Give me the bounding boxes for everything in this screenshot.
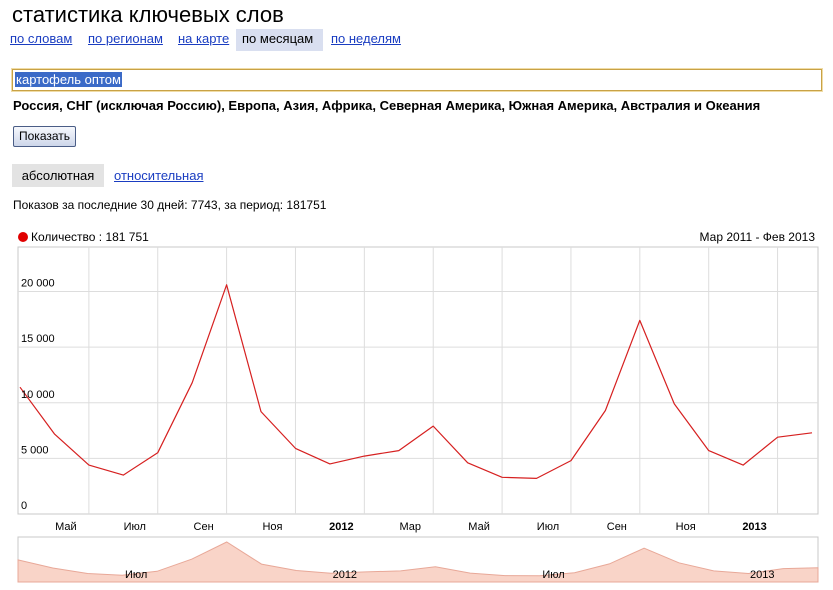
data-point (293, 446, 298, 451)
chart-navigator: Июл 2012 Июл 2013 (17, 536, 819, 583)
chart-grid (17, 246, 819, 515)
data-point (259, 409, 264, 414)
x-tick-label: 2012 (329, 521, 353, 533)
navigator-tick-label: 2013 (750, 569, 774, 581)
data-point (706, 448, 711, 453)
y-tick-label: 20 000 (21, 278, 55, 290)
x-tick-label: Ноя (262, 521, 282, 533)
data-point (775, 435, 780, 440)
legend-label: Количество : 181 751 (31, 230, 149, 244)
navigator-tick-label: Июл (542, 569, 564, 581)
chart-axes: 0 5 000 10 000 15 000 20 000 Май Июл Сен Ноя 2012… (21, 278, 767, 534)
search-input-value: картофель оптом (15, 72, 122, 87)
x-tick-label: Ноя (676, 521, 696, 533)
y-tick-label: 0 (21, 500, 27, 512)
chart-legend[interactable]: Количество : 181 751 (18, 230, 149, 244)
data-point (500, 475, 505, 480)
navigator-tick-label: Июл (125, 569, 147, 581)
data-point (568, 458, 573, 463)
navigator-tick-label: 2012 (333, 569, 357, 581)
data-point (121, 473, 126, 478)
navigator-area (17, 541, 819, 583)
data-point (224, 282, 229, 287)
nav-by-weeks[interactable]: по неделям (331, 31, 401, 46)
data-point (86, 463, 91, 468)
x-tick-label: Май (55, 521, 77, 533)
data-point (190, 380, 195, 385)
page-title: статистика ключевых слов (12, 2, 284, 27)
x-tick-label: Май (468, 521, 490, 533)
chart-series (19, 282, 815, 481)
period-range: Мар 2011 - Фев 2013 (699, 230, 815, 244)
data-point (603, 408, 608, 413)
series-line-количество (19, 284, 813, 479)
legend-marker (18, 232, 28, 242)
x-tick-label: Июл (124, 521, 146, 533)
data-point (396, 448, 401, 453)
plot-frame (17, 246, 819, 515)
data-point (327, 461, 332, 466)
data-point (741, 463, 746, 468)
nav-on-map[interactable]: на карте (178, 31, 230, 46)
x-tick-label: Июл (537, 521, 559, 533)
nav-by-months[interactable]: по месяцам (236, 29, 323, 51)
y-tick-label: 5 000 (21, 444, 49, 456)
y-tick-label: 15 000 (21, 333, 55, 345)
data-point (810, 430, 815, 435)
x-tick-label: Сен (607, 521, 627, 533)
y-tick-label: 10 000 (21, 389, 55, 401)
nav-by-words[interactable]: по словам (10, 31, 73, 46)
x-tick-label: Сен (194, 521, 214, 533)
data-point (52, 431, 57, 436)
nav-by-regions[interactable]: по регионам (88, 31, 163, 46)
regions-list[interactable]: Россия, СНГ (исключая Россию), Европа, А… (13, 98, 761, 113)
x-tick-label: Мар (399, 521, 421, 533)
tab-relative[interactable]: относительная (114, 168, 204, 183)
data-point (431, 424, 436, 429)
data-point (465, 460, 470, 465)
show-button[interactable]: Показать (13, 126, 77, 147)
data-point (672, 401, 677, 406)
tab-absolute[interactable]: абсолютная (12, 164, 104, 187)
data-point (362, 454, 367, 459)
data-point (534, 476, 539, 481)
search-input[interactable]: картофель оптом (12, 69, 822, 91)
impressions-summary: Показов за последние 30 дней: 7743, за п… (13, 198, 327, 212)
x-tick-label: 2013 (742, 521, 766, 533)
data-point (155, 450, 160, 455)
data-point (637, 318, 642, 323)
